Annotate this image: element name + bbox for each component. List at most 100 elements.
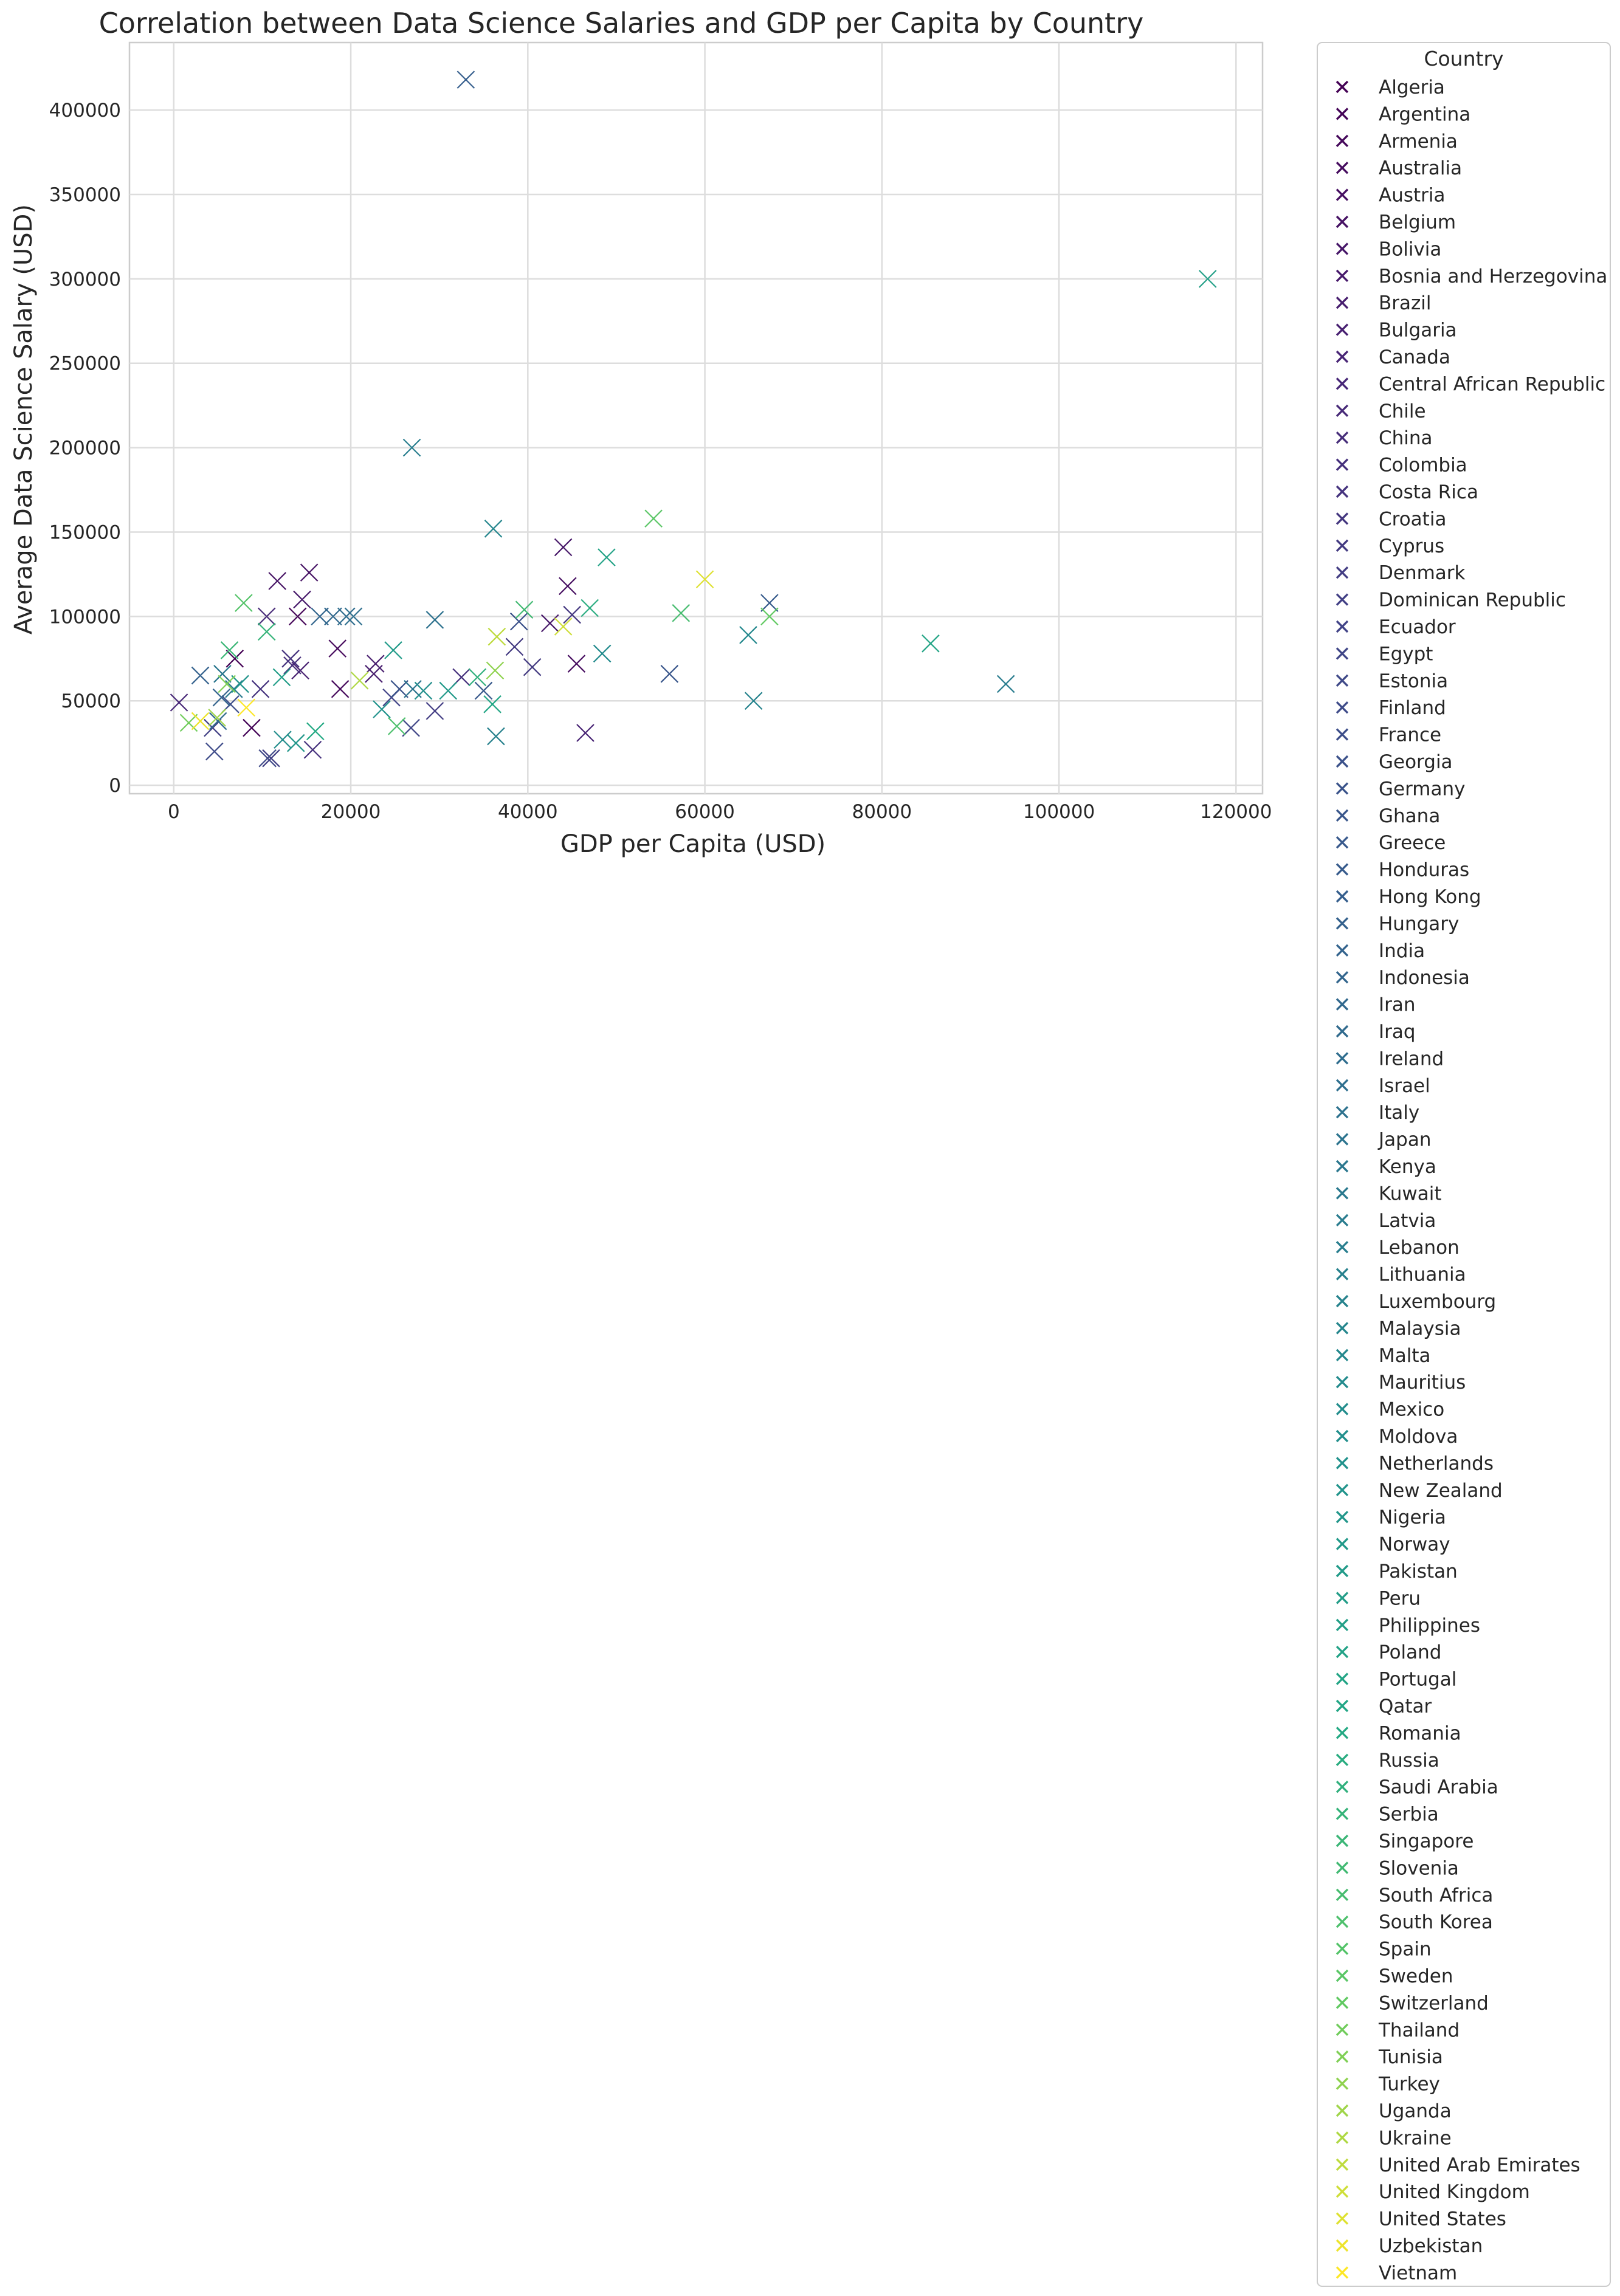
data-point <box>272 668 291 687</box>
legend-item: Mexico <box>1336 1399 1444 1421</box>
legend-label: Canada <box>1379 346 1450 368</box>
legend-item: New Zealand <box>1336 1480 1503 1502</box>
legend-marker <box>1336 836 1349 849</box>
legend-label: Ireland <box>1379 1048 1444 1070</box>
legend-label: Singapore <box>1379 1830 1474 1852</box>
data-point <box>488 627 506 646</box>
legend-item: Kenya <box>1336 1156 1436 1178</box>
legend-item: China <box>1336 427 1433 449</box>
legend-marker <box>1336 1025 1349 1038</box>
legend-item: Singapore <box>1336 1830 1474 1852</box>
legend-marker <box>1336 485 1349 498</box>
legend-marker <box>1336 755 1349 768</box>
legend-marker <box>1336 1538 1349 1550</box>
legend-marker <box>1336 80 1349 94</box>
legend-item: Australia <box>1336 157 1462 179</box>
legend-item: Ukraine <box>1336 2127 1452 2149</box>
data-point <box>483 695 502 713</box>
data-point <box>554 538 573 557</box>
data-point <box>179 713 198 732</box>
legend-item: Bosnia and Herzegovina <box>1336 266 1607 287</box>
data-point <box>760 607 779 626</box>
legend-label: Qatar <box>1379 1696 1432 1717</box>
data-point <box>291 661 309 680</box>
legend-item: Norway <box>1336 1534 1450 1556</box>
data-point <box>311 607 329 626</box>
legend-label: Costa Rica <box>1379 481 1478 503</box>
legend-marker <box>1336 1564 1349 1578</box>
legend-marker <box>1336 377 1349 390</box>
y-tick-label: 50000 <box>61 690 121 712</box>
data-point <box>365 665 383 683</box>
legend-marker <box>1336 296 1349 309</box>
legend-label: France <box>1379 724 1441 746</box>
data-point <box>220 641 239 659</box>
legend-label: Australia <box>1379 157 1462 179</box>
chart-title: Correlation between Data Science Salarie… <box>99 7 1144 40</box>
legend-item: Spain <box>1336 1939 1432 1961</box>
data-point <box>274 730 292 749</box>
legend-item: Denmark <box>1336 562 1466 584</box>
data-point <box>281 650 300 668</box>
legend-marker <box>1336 1483 1349 1497</box>
legend-item: Ghana <box>1336 805 1440 827</box>
legend-marker <box>1336 350 1349 363</box>
legend-item: Sweden <box>1336 1965 1453 1987</box>
data-point <box>563 605 581 624</box>
data-point <box>373 700 391 718</box>
legend-label: Colombia <box>1379 455 1467 476</box>
legend-item: Thailand <box>1336 2019 1460 2041</box>
legend-label: Finland <box>1379 697 1446 719</box>
data-point <box>760 594 779 612</box>
legend-marker <box>1336 1834 1349 1847</box>
legend-marker <box>1336 1780 1349 1793</box>
legend-item: Mauritius <box>1336 1372 1466 1394</box>
legend-item: Brazil <box>1336 292 1432 314</box>
legend-item: Latvia <box>1336 1210 1436 1232</box>
legend-frame <box>1317 42 1611 2287</box>
legend-label: Russia <box>1379 1750 1439 1772</box>
legend-item: Turkey <box>1336 2074 1440 2095</box>
legend-item: Canada <box>1336 346 1450 368</box>
legend-label: Hungary <box>1379 913 1459 935</box>
data-point <box>283 656 302 675</box>
legend-label: Central African Republic <box>1379 373 1605 395</box>
data-point <box>209 712 227 730</box>
legend-marker <box>1336 108 1349 120</box>
legend-label: Nigeria <box>1379 1507 1446 1528</box>
legend-item: Belgium <box>1336 211 1456 233</box>
legend-label: Uzbekistan <box>1379 2235 1483 2257</box>
data-point <box>324 607 342 626</box>
legend-label: Japan <box>1377 1129 1431 1151</box>
legend-marker <box>1336 728 1349 741</box>
legend-marker <box>1336 971 1349 984</box>
data-point <box>257 607 276 626</box>
legend-item: Portugal <box>1336 1669 1456 1691</box>
legend-marker <box>1336 1403 1349 1415</box>
legend-label: India <box>1379 940 1425 962</box>
data-point <box>243 718 261 737</box>
legend-marker <box>1336 1861 1349 1874</box>
legend-label: United States <box>1379 2208 1506 2230</box>
legend-label: Peru <box>1379 1587 1421 1609</box>
legend-label: Moldova <box>1379 1426 1458 1448</box>
data-point <box>388 717 406 735</box>
legend-item: Malaysia <box>1336 1318 1461 1339</box>
legend-item: Uganda <box>1336 2100 1452 2122</box>
legend-marker <box>1336 1322 1349 1335</box>
legend-label: Philippines <box>1379 1615 1480 1637</box>
data-point <box>191 712 210 730</box>
x-tick-label: 60000 <box>675 801 735 823</box>
legend-label: Iraq <box>1379 1021 1416 1043</box>
legend-item: Bulgaria <box>1336 320 1457 342</box>
y-tick-label: 400000 <box>49 100 121 122</box>
legend-marker <box>1336 944 1349 957</box>
legend-marker <box>1336 1672 1349 1685</box>
data-point <box>170 693 188 712</box>
data-point <box>331 680 350 698</box>
legend-marker <box>1336 566 1349 579</box>
data-point <box>226 650 244 668</box>
legend-marker <box>1336 1187 1349 1200</box>
grid-lines <box>129 43 1263 794</box>
data-point <box>598 548 616 566</box>
